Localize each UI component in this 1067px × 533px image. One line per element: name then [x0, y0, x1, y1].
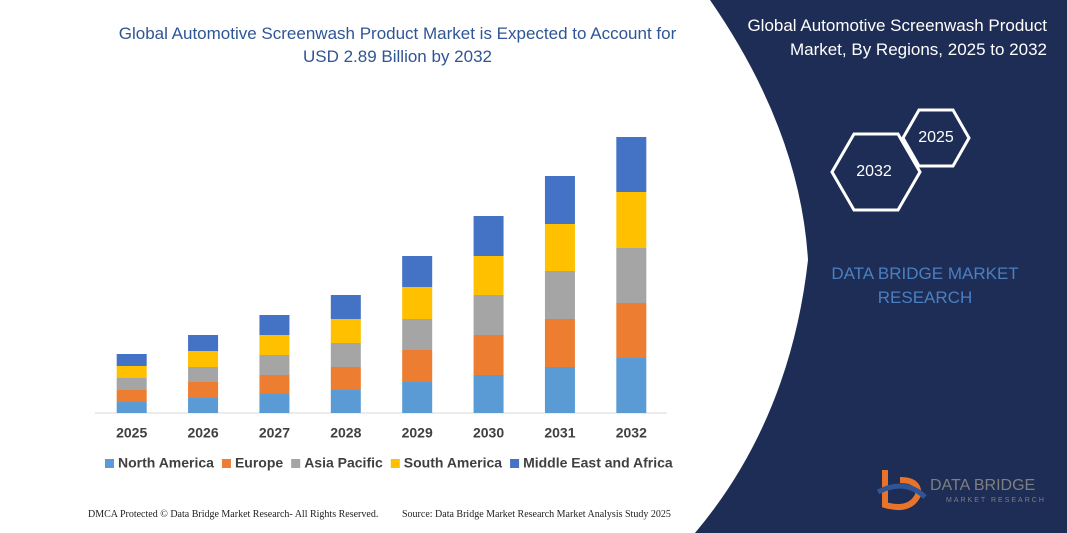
bar-segment — [116, 354, 147, 366]
bar-segment — [473, 256, 504, 295]
bar-segment — [616, 303, 647, 358]
bar-segment — [259, 394, 290, 413]
bar-segment — [616, 248, 647, 303]
x-tick-label: 2032 — [616, 425, 647, 441]
bar-segment — [330, 295, 361, 319]
legend-swatch — [105, 459, 114, 468]
bar-segment — [259, 375, 290, 394]
hexagon — [901, 108, 971, 168]
brand-text: DATA BRIDGE MARKET RESEARCH — [831, 264, 1019, 307]
bar-segment — [116, 390, 147, 402]
bar-segment — [259, 335, 290, 355]
bar-segment — [473, 295, 504, 335]
bar-segment — [616, 137, 647, 192]
x-tick-label: 2030 — [473, 425, 504, 441]
legend-swatch — [291, 459, 301, 468]
legend-label: Europe — [235, 455, 283, 471]
bar-segment — [402, 350, 433, 382]
bar-segment — [188, 382, 219, 398]
footer-source: Source: Data Bridge Market Research Mark… — [402, 509, 671, 520]
x-tick-label: 2031 — [544, 425, 575, 441]
bar-segment — [188, 351, 219, 367]
x-tick-label: 2028 — [330, 425, 361, 441]
hexagon-label: 2032 — [856, 163, 892, 180]
bar-segment — [473, 216, 504, 256]
logo-icon — [876, 470, 927, 510]
x-tick-label: 2027 — [259, 425, 290, 441]
bar-segment — [330, 319, 361, 343]
legend-swatch — [221, 459, 231, 468]
bar-segment — [402, 319, 433, 350]
hexagon — [830, 132, 922, 212]
x-tick-label: 2029 — [402, 425, 433, 441]
bar-segment — [188, 335, 219, 351]
legend-swatch — [510, 459, 520, 468]
bar-segment — [544, 224, 575, 271]
bar-segment — [116, 366, 147, 378]
bar-segment — [188, 367, 219, 382]
bar-segment — [402, 382, 433, 413]
legend-label: Middle East and Africa — [523, 455, 673, 471]
hexagon-label: 2025 — [918, 129, 954, 146]
bar-segment — [188, 398, 219, 413]
x-tick-label: 2026 — [187, 425, 218, 441]
legend-label: North America — [118, 455, 214, 471]
bar-segment — [116, 402, 147, 413]
bar-segment — [473, 335, 504, 375]
panel-title: Global Automotive Screenwash Product Mar… — [747, 16, 1047, 59]
bar-segment — [616, 358, 647, 413]
bar-segment — [616, 192, 647, 248]
legend-label: South America — [404, 455, 502, 471]
bar-segment — [330, 343, 361, 367]
bar-segment — [330, 390, 361, 413]
legend-label: Asia Pacific — [304, 455, 383, 471]
bar-segment — [116, 378, 147, 390]
bar-segment — [544, 319, 575, 367]
bar-segment — [544, 176, 575, 224]
footer-note: DMCA Protected © Data Bridge Market Rese… — [88, 509, 379, 520]
bar-segment — [544, 367, 575, 413]
bar-segment — [402, 256, 433, 287]
bar-segment — [259, 355, 290, 375]
side-panel — [695, 0, 1067, 533]
bar-segment — [259, 315, 290, 335]
logo-tagline: MARKET RESEARCH — [946, 497, 1046, 504]
legend-swatch — [390, 459, 400, 468]
bar-segment — [402, 287, 433, 319]
x-tick-label: 2025 — [116, 425, 147, 441]
bar-segment — [544, 271, 575, 319]
bar-segment — [330, 367, 361, 390]
logo-name: DATA BRIDGE — [930, 477, 1035, 494]
bar-segment — [473, 375, 504, 413]
chart-title: Global Automotive Screenwash Product Mar… — [118, 24, 677, 66]
